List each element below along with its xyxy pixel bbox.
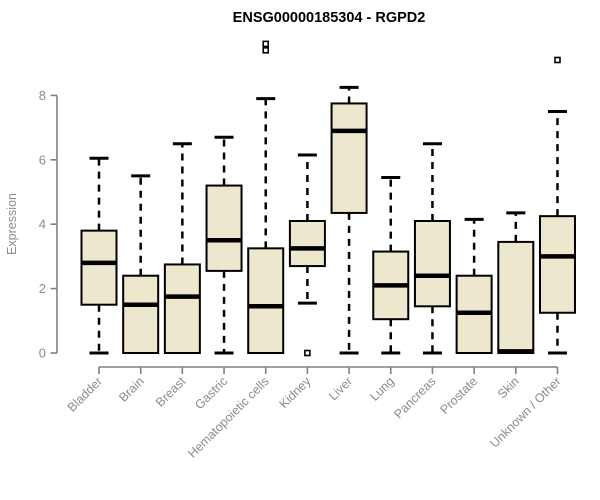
boxplot-liver (330, 85, 368, 355)
boxplot-hematopoietic-cells (247, 40, 285, 355)
box-iqr (538, 215, 576, 314)
x-tick-label-gastric: Gastric (192, 374, 230, 412)
boxplot-breast (163, 142, 201, 355)
y-tick-label: 0 (39, 346, 46, 361)
outlier-point (304, 349, 311, 357)
boxplot-prostate (455, 217, 493, 354)
box-iqr (497, 240, 535, 354)
y-axis: 0 2 4 6 8 (39, 88, 58, 361)
x-tick-label-brain: Brain (116, 374, 147, 405)
outlier-point (262, 47, 270, 54)
box-iqr (413, 219, 451, 308)
boxplot-series (80, 40, 576, 357)
x-tick-label-lung: Lung (367, 374, 397, 404)
outlier-point (262, 40, 270, 48)
box-iqr (163, 263, 201, 355)
box-iqr (247, 247, 285, 355)
boxplot-skin (497, 211, 535, 354)
y-axis-label: Expression (5, 193, 19, 255)
boxplot-gastric (205, 135, 243, 355)
x-tick-label-unknown-other: Unknown / Other (487, 374, 563, 450)
y-tick-label: 2 (39, 281, 46, 296)
box-iqr (288, 219, 326, 268)
box-iqr (330, 102, 368, 214)
boxplot-pancreas (413, 142, 451, 355)
box-iqr (122, 274, 160, 354)
chart-title: ENSG00000185304 - RGPD2 (233, 10, 426, 26)
boxplot-kidney (288, 153, 326, 357)
boxplot-brain (122, 174, 160, 354)
boxplot-unknown-other (538, 56, 576, 355)
x-tick-label-skin: Skin (495, 374, 522, 401)
y-tick-label: 8 (39, 88, 46, 103)
x-tick-label-prostate: Prostate (437, 374, 480, 417)
x-tick-label-hematopoietic-cells: Hematopoietic cells (185, 374, 272, 461)
x-tick-label-bladder: Bladder (65, 374, 105, 414)
y-tick-label: 6 (39, 152, 46, 167)
y-tick-label: 4 (39, 217, 46, 232)
x-tick-label-kidney: Kidney (277, 374, 314, 411)
boxplot-bladder (80, 156, 118, 355)
x-tick-label-pancreas: Pancreas (391, 374, 438, 421)
box-iqr (205, 184, 243, 272)
x-tick-label-breast: Breast (153, 374, 189, 410)
boxplot-lung (372, 176, 410, 355)
outlier-point (554, 56, 561, 64)
x-tick-label-liver: Liver (326, 374, 355, 403)
box-iqr (80, 229, 118, 306)
